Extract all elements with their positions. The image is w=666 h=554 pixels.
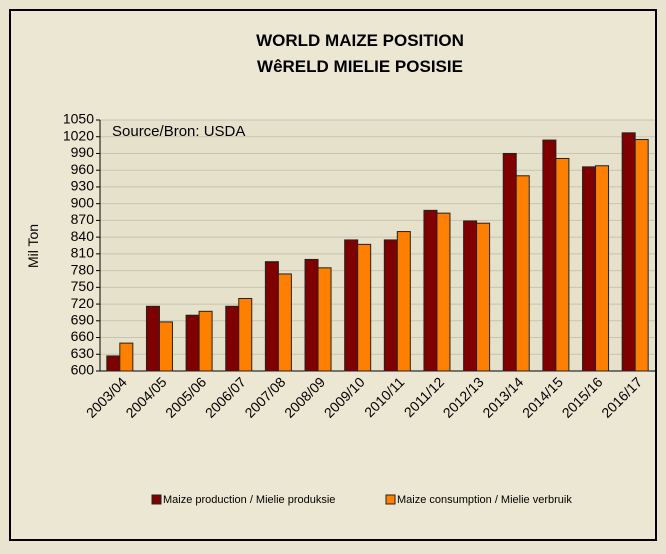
bar [357, 243, 372, 372]
y-tick-label: 720 [71, 295, 95, 311]
y-tick-label: 930 [71, 178, 95, 194]
bar [145, 305, 160, 372]
y-tick-label: 810 [71, 245, 95, 261]
legend-swatch [385, 494, 396, 505]
bar [476, 222, 491, 372]
y-tick-label: 750 [71, 278, 95, 294]
y-tick-label: 600 [71, 362, 95, 378]
y-axis-label: Mil Ton [25, 224, 41, 268]
bar [463, 220, 478, 372]
bar [383, 239, 398, 372]
y-tick-label: 840 [71, 228, 95, 244]
bar [595, 165, 610, 372]
bar [555, 157, 570, 372]
bar [277, 273, 292, 372]
bar [304, 258, 319, 372]
chart-subtitle: WêRELD MIELIE POSISIE [257, 57, 463, 76]
y-tick-label: 690 [71, 312, 95, 328]
y-tick-label: 780 [71, 261, 95, 277]
bar [344, 239, 359, 372]
bar [106, 355, 121, 372]
bar [621, 132, 636, 372]
bar [582, 166, 597, 372]
y-tick-label: 900 [71, 194, 95, 210]
legend-label: Maize consumption / Mielie verbruik [397, 494, 572, 506]
bar [436, 212, 451, 372]
y-tick-label: 870 [71, 211, 95, 227]
bar [542, 139, 557, 372]
bar [634, 139, 649, 372]
bar [198, 310, 213, 372]
y-tick-label: 1050 [63, 111, 94, 127]
y-tick-label: 660 [71, 328, 95, 344]
bar [119, 342, 134, 372]
plot-area [100, 120, 655, 371]
bar [225, 305, 240, 372]
bar [158, 321, 173, 372]
bar [396, 231, 411, 372]
bar [317, 267, 332, 372]
y-tick-label: 990 [71, 144, 95, 160]
bar [515, 175, 530, 372]
annotation: Source/Bron: USDA [112, 123, 245, 140]
legend-label: Maize production / Mielie produksie [163, 494, 335, 506]
bar [502, 152, 517, 372]
bar [238, 297, 253, 372]
y-tick-label: 1020 [63, 127, 94, 143]
bar [423, 209, 438, 372]
bar [185, 314, 200, 372]
chart-title: WORLD MAIZE POSITION [256, 31, 464, 50]
legend-swatch [151, 494, 162, 505]
y-tick-label: 960 [71, 161, 95, 177]
bar [264, 261, 279, 372]
y-tick-label: 630 [71, 345, 95, 361]
